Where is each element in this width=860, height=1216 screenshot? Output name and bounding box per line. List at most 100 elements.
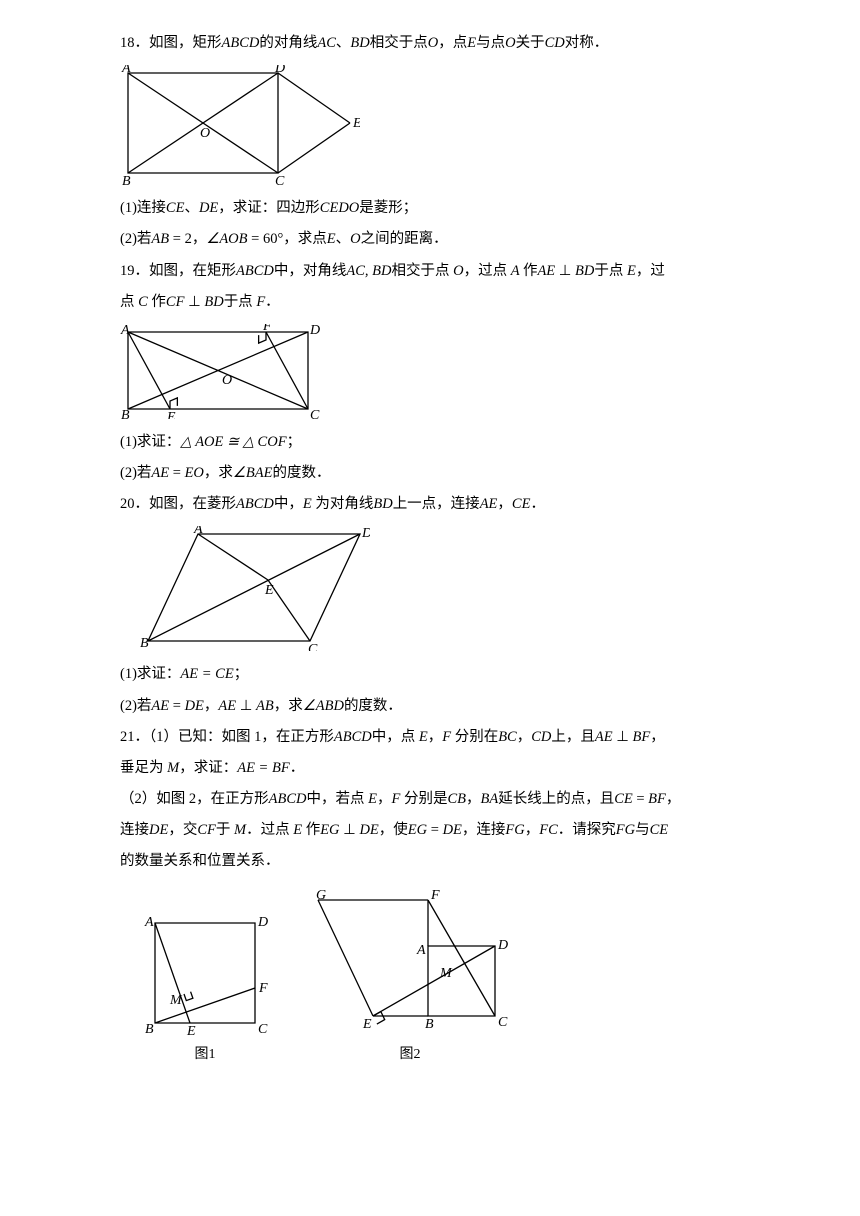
t: ⊥ [555,263,575,279]
t: AE [151,698,169,714]
t: FC [539,822,558,838]
svg-text:M: M [439,966,453,981]
p18-q2: (2)若AB = 2，∠AOB = 60°，求点E、O之间的距离． [120,224,740,255]
svg-text:O: O [200,126,210,141]
t: BD [350,35,369,51]
svg-text:A: A [120,324,130,338]
fig1-label: 图1 [140,1040,270,1070]
t: 相交于点 [391,263,453,279]
p19-figure: ADBCOEF [120,324,740,419]
t: ABCD [222,35,260,51]
p21-p2c: 的数量关系和位置关系． [120,846,740,877]
t: ⊥ [613,729,633,745]
t: ， [497,496,512,512]
t: F [391,791,403,807]
t: ，过点 [464,263,511,279]
t: 作 [306,822,321,838]
t: 分别是 [404,791,448,807]
t: 于点 [224,294,257,310]
t: 中，点 [372,729,419,745]
t: AB [256,698,274,714]
t: CE [512,496,531,512]
p18-num: 18． [120,35,149,51]
t: CD [545,35,565,51]
p21-fig2-col: ADBCEFGM 图2 [310,888,510,1070]
t: (2)若 [120,698,151,714]
t: 、 [336,35,351,51]
svg-text:A: A [193,526,203,537]
t: ． [290,760,305,776]
fig2-label: 图2 [310,1040,510,1070]
t: ，求点 [283,231,327,247]
t: 分别在 [455,729,499,745]
t: 延长线上的点，且 [498,791,614,807]
t: BF [633,729,651,745]
t: 中，对角线 [274,263,347,279]
t: O [428,35,438,51]
p20-intro: 20．如图，在菱形ABCD中，E 为对角线BD上一点，连接AE，CE． [120,489,740,520]
t: E [467,35,476,51]
t: ，交 [168,822,197,838]
t: ，点 [438,35,467,51]
svg-text:B: B [140,636,149,651]
t: BC [498,729,517,745]
t: ⊥ [184,294,204,310]
t: CF [197,822,216,838]
svg-text:E: E [264,583,274,598]
t: ，连接 [462,822,506,838]
svg-text:C: C [310,408,320,419]
t: ABCD [334,729,372,745]
t: AC, BD [346,263,391,279]
t: ⊥ [340,822,360,838]
t: 的度数． [344,698,402,714]
p21-p2: （2）如图 2，在正方形ABCD中，若点 E，F 分别是CB，BA延长线上的点，… [120,784,740,815]
t: 于点 [594,263,627,279]
t: AE [595,729,613,745]
p20-q2: (2)若AE = DE，AE ⊥ AB，求∠ABD的度数． [120,691,740,722]
t: （1）已知：如图 1，在正方形 [149,729,334,745]
t: DE [199,200,218,216]
svg-text:C: C [275,174,285,185]
t: 如图，矩形 [149,35,222,51]
svg-text:C: C [308,642,318,651]
t: E [419,729,428,745]
t: 之间的距离． [361,231,448,247]
t: ，求 [204,465,233,481]
t: ∠BAE [233,465,273,481]
t: 点 [120,294,138,310]
svg-text:E: E [362,1017,372,1032]
p21-figures: ADBCEFM 图1 ADBCEFGM 图2 [140,888,740,1070]
t: 上，且 [551,729,595,745]
svg-text:F: F [262,324,272,334]
t: ABCD [236,263,274,279]
p20-q1: (1)求证：AE = CE； [120,659,740,690]
t: M [234,822,246,838]
t: (1)连接 [120,200,166,216]
p20-figure: ADBCE [140,526,740,651]
t: 垂足为 [120,760,167,776]
t: ， [204,698,219,714]
svg-text:B: B [121,408,130,419]
t: (1)求证： [120,434,180,450]
t: = 2 [169,231,192,247]
t: 为对角线 [315,496,373,512]
p21-p1b: 垂足为 M，求证：AE = BF． [120,753,740,784]
t: FG [505,822,524,838]
t: CF [166,294,185,310]
t: BA [480,791,498,807]
t: 对称． [565,35,609,51]
t: CEDO [320,200,359,216]
t: 关于 [516,35,545,51]
t: 是菱形； [359,200,417,216]
svg-text:F: F [258,981,268,996]
svg-text:A: A [416,943,426,958]
t: BD [575,263,594,279]
p18-figure: ADBCOE [120,65,740,185]
t: BF [648,791,666,807]
svg-text:C: C [498,1015,508,1030]
t: AE = CE [180,666,233,682]
p18-intro: 18．如图，矩形ABCD的对角线AC、BD相交于点O，点E与点O关于CD对称． [120,28,740,59]
t: ， [666,791,681,807]
t: CB [447,791,466,807]
t: CE [614,791,633,807]
